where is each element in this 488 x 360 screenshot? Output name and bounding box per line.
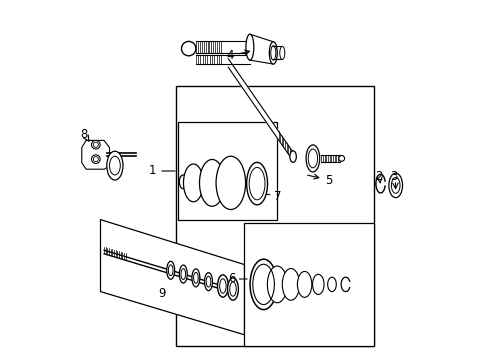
Ellipse shape [206, 276, 210, 287]
Ellipse shape [249, 167, 264, 200]
Ellipse shape [267, 266, 286, 303]
Text: 7: 7 [273, 190, 281, 203]
Text: 6: 6 [227, 273, 235, 285]
Ellipse shape [327, 277, 336, 292]
Ellipse shape [192, 269, 200, 287]
Text: 2: 2 [374, 170, 382, 183]
Ellipse shape [106, 151, 123, 180]
Ellipse shape [297, 271, 311, 297]
Bar [176, 86, 373, 346]
Ellipse shape [204, 273, 212, 291]
Polygon shape [196, 41, 221, 53]
Ellipse shape [307, 149, 317, 168]
Ellipse shape [279, 46, 284, 59]
Ellipse shape [388, 173, 402, 198]
Circle shape [338, 156, 344, 161]
Text: 9: 9 [158, 287, 165, 300]
Bar [244, 223, 373, 346]
Polygon shape [221, 41, 249, 53]
Ellipse shape [179, 265, 187, 283]
Ellipse shape [193, 273, 198, 283]
Text: 5: 5 [307, 174, 332, 186]
Ellipse shape [216, 156, 245, 210]
Circle shape [93, 142, 98, 147]
Ellipse shape [312, 274, 324, 294]
Ellipse shape [219, 279, 225, 293]
Ellipse shape [305, 145, 319, 172]
Ellipse shape [390, 177, 399, 193]
Text: 3: 3 [390, 170, 397, 183]
Polygon shape [273, 46, 282, 59]
Text: 1: 1 [148, 165, 175, 177]
Ellipse shape [269, 42, 277, 64]
Circle shape [93, 157, 98, 162]
Ellipse shape [183, 164, 203, 202]
Ellipse shape [289, 151, 296, 162]
Ellipse shape [220, 280, 225, 291]
Polygon shape [196, 55, 221, 64]
Ellipse shape [227, 278, 238, 300]
Ellipse shape [199, 159, 224, 206]
Ellipse shape [168, 265, 173, 276]
Bar [178, 122, 276, 220]
Polygon shape [107, 153, 136, 156]
Polygon shape [321, 155, 339, 162]
Ellipse shape [219, 277, 226, 295]
Circle shape [91, 155, 100, 163]
Circle shape [91, 140, 100, 149]
Ellipse shape [249, 259, 277, 310]
Ellipse shape [181, 269, 185, 279]
Text: 8: 8 [81, 129, 88, 141]
Polygon shape [228, 59, 292, 161]
Ellipse shape [109, 156, 120, 175]
Ellipse shape [217, 275, 228, 297]
Ellipse shape [229, 282, 236, 296]
Ellipse shape [270, 46, 275, 60]
Text: 4: 4 [226, 49, 249, 62]
Polygon shape [101, 220, 244, 335]
Ellipse shape [246, 162, 267, 205]
Ellipse shape [166, 261, 174, 279]
Polygon shape [81, 140, 109, 169]
Ellipse shape [245, 34, 253, 60]
Polygon shape [221, 55, 249, 64]
Ellipse shape [282, 269, 299, 300]
Circle shape [181, 41, 196, 56]
